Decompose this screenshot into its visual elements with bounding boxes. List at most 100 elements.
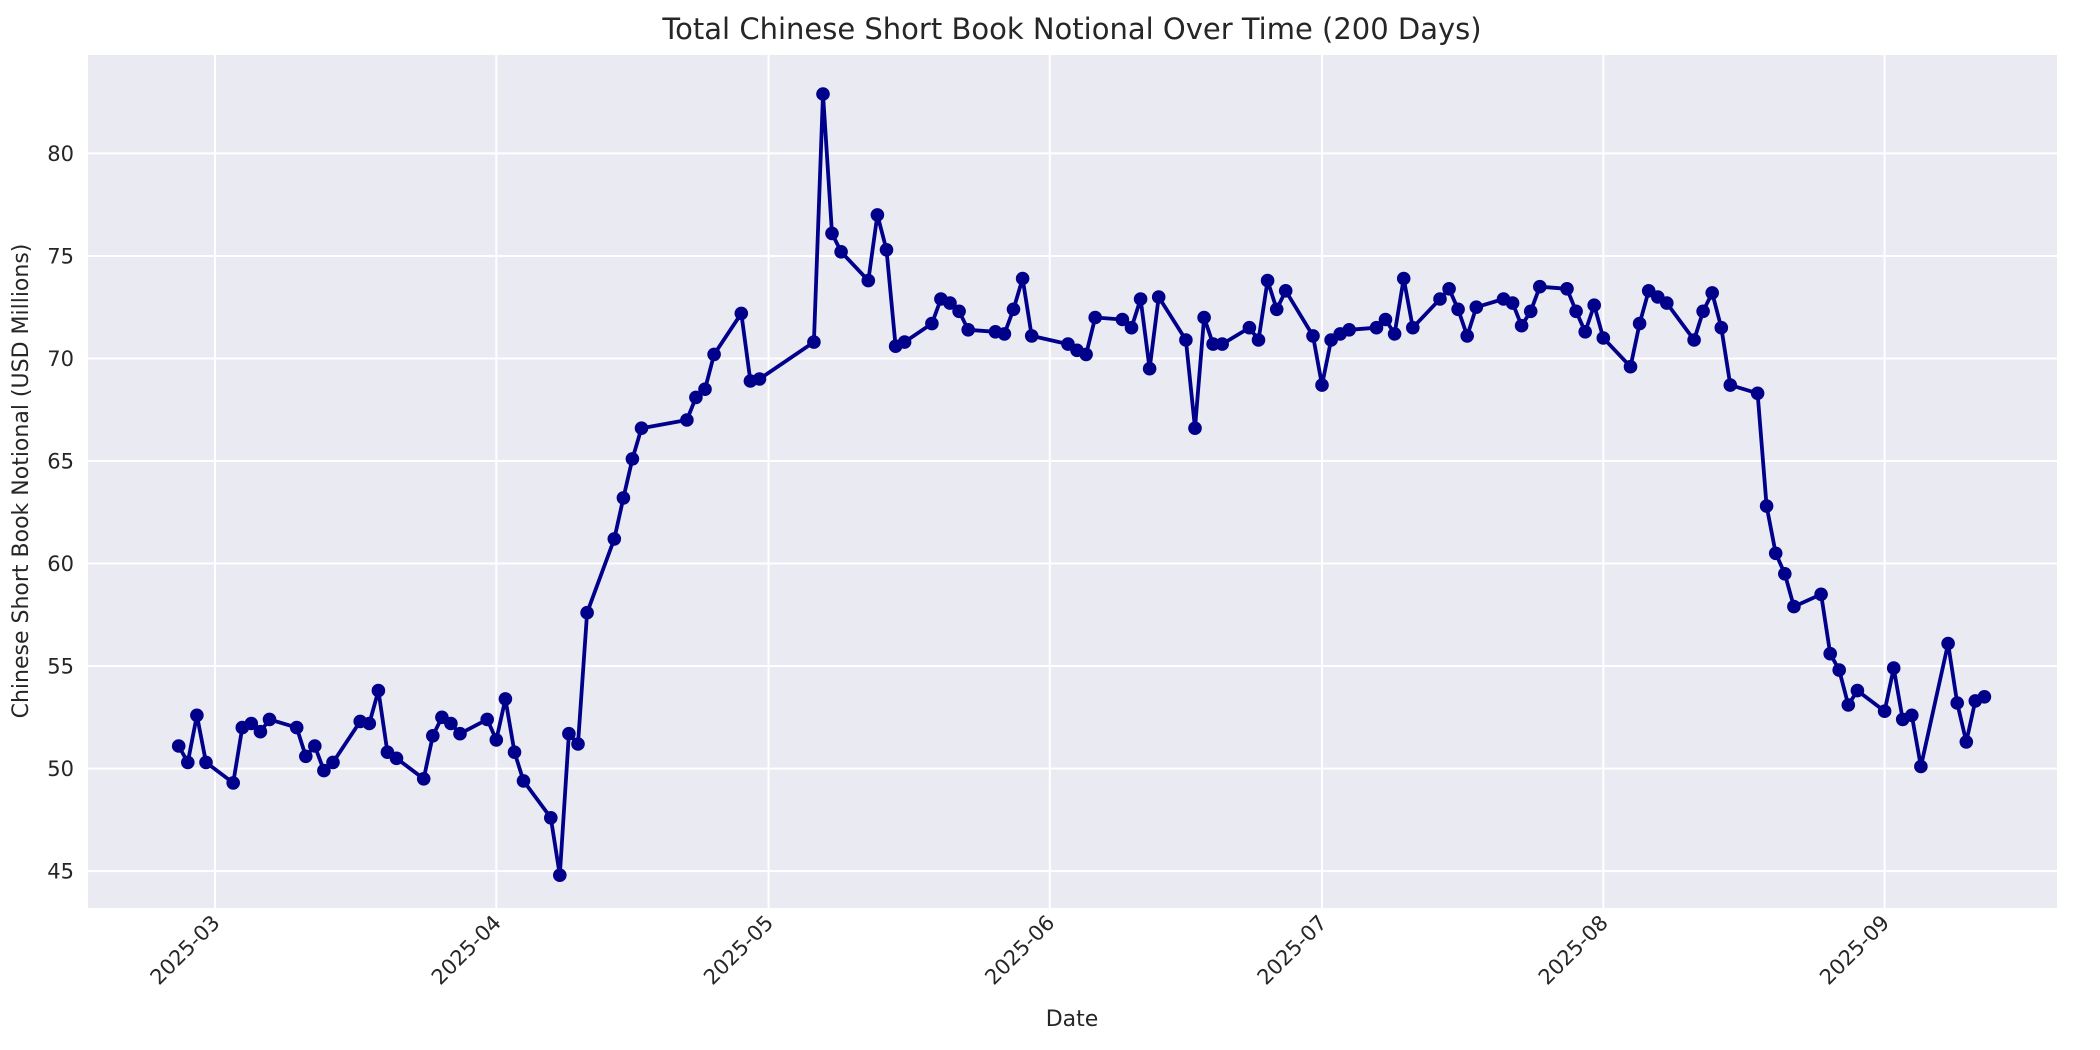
data-point-marker — [1905, 708, 1919, 723]
data-point-marker — [1460, 329, 1474, 343]
data-point-marker — [362, 716, 377, 731]
data-point-marker — [289, 720, 304, 735]
data-point-marker — [1269, 302, 1284, 317]
data-point-marker — [1578, 325, 1592, 339]
series-layer — [171, 87, 1992, 882]
y-tick-label: 80 — [47, 142, 74, 166]
data-point-marker — [1533, 279, 1547, 294]
data-point-marker — [1215, 337, 1229, 351]
data-point-marker — [1315, 378, 1329, 392]
data-point-marker — [1024, 329, 1039, 343]
data-point-marker — [1523, 304, 1538, 319]
data-point-marker — [1787, 599, 1801, 614]
data-point-marker — [1750, 386, 1765, 401]
data-point-marker — [861, 273, 876, 288]
data-point-marker — [1596, 331, 1611, 345]
data-point-marker — [453, 726, 467, 741]
data-point-marker — [1387, 327, 1402, 341]
data-point-marker — [943, 296, 957, 310]
data-point-marker — [317, 763, 331, 778]
data-point-marker — [825, 226, 839, 241]
data-point-marker — [1759, 499, 1774, 513]
data-point-marker — [507, 745, 522, 759]
data-point-marker — [1396, 271, 1411, 286]
data-point-marker — [897, 335, 912, 349]
data-point-marker — [181, 755, 195, 770]
data-point-marker — [997, 327, 1012, 341]
data-point-marker — [625, 452, 640, 466]
data-point-marker — [1778, 567, 1792, 581]
plot-area — [88, 55, 2057, 908]
data-point-marker — [1260, 273, 1275, 288]
data-point-marker — [1569, 304, 1583, 319]
y-tick-label: 70 — [47, 347, 74, 371]
data-point-marker — [952, 304, 966, 319]
data-point-marker — [1242, 320, 1257, 335]
data-point-marker — [1768, 546, 1783, 561]
data-point-marker — [1877, 704, 1892, 718]
data-point-marker — [879, 243, 894, 257]
data-point-marker — [1015, 271, 1030, 286]
y-tick-label: 60 — [47, 552, 74, 576]
y-tick-label: 45 — [47, 860, 74, 884]
data-point-marker — [1623, 359, 1638, 374]
data-point-marker — [1442, 282, 1456, 296]
data-point-marker — [1941, 636, 1955, 651]
data-point-marker — [1505, 296, 1520, 310]
data-point-marker — [326, 755, 340, 770]
data-point-marker — [226, 776, 240, 790]
data-point-marker — [1188, 421, 1202, 436]
data-point-marker — [1088, 310, 1102, 325]
y-tick-label: 65 — [47, 449, 74, 473]
y-axis-ticks: 45 50 55 60 65 70 75 80 — [47, 142, 74, 884]
data-point-marker — [1151, 290, 1166, 304]
data-point-marker — [961, 323, 975, 337]
data-point-marker — [190, 708, 204, 723]
data-point-marker — [1959, 735, 1974, 749]
gridlines — [88, 55, 2057, 908]
data-point-marker — [1914, 759, 1928, 774]
y-tick-label: 55 — [47, 655, 74, 679]
y-tick-label: 75 — [47, 244, 74, 268]
data-point-marker — [680, 413, 694, 427]
data-point-marker — [426, 729, 440, 743]
data-point-marker — [480, 712, 495, 727]
data-point-marker — [416, 772, 431, 786]
data-point-marker — [1406, 320, 1420, 335]
data-point-marker — [707, 347, 721, 362]
data-point-marker — [199, 755, 213, 770]
data-point-marker — [634, 421, 649, 436]
data-point-marker — [1514, 318, 1529, 333]
data-point-marker — [371, 683, 386, 698]
data-point-marker — [1687, 333, 1701, 347]
data-point-marker — [1723, 378, 1738, 392]
data-point-marker — [1006, 302, 1021, 317]
data-point-marker — [1850, 683, 1865, 698]
data-point-marker — [489, 733, 504, 747]
data-point-marker — [1251, 333, 1266, 347]
data-point-marker — [870, 208, 885, 222]
data-point-marker — [1886, 661, 1901, 675]
data-point-marker — [816, 87, 830, 101]
data-point-marker — [1378, 312, 1393, 327]
chart-title: Total Chinese Short Book Notional Over T… — [661, 12, 1481, 46]
data-point-marker — [262, 712, 277, 727]
data-point-marker — [580, 605, 594, 620]
data-point-marker — [1115, 312, 1130, 327]
data-point-marker — [1124, 320, 1139, 335]
y-tick-label: 50 — [47, 757, 74, 781]
data-point-marker — [1133, 292, 1148, 306]
y-axis-label: Chinese Short Book Notional (USD Million… — [9, 244, 34, 719]
data-point-marker — [1451, 302, 1465, 317]
data-point-marker — [1832, 663, 1846, 677]
data-point-marker — [299, 749, 313, 764]
data-point-marker — [1823, 646, 1837, 661]
data-point-marker — [607, 532, 622, 546]
data-point-marker — [689, 390, 703, 405]
data-point-marker — [1841, 698, 1856, 712]
data-point-marker — [253, 724, 268, 739]
data-point-marker — [553, 868, 567, 882]
data-point-marker — [571, 737, 585, 751]
